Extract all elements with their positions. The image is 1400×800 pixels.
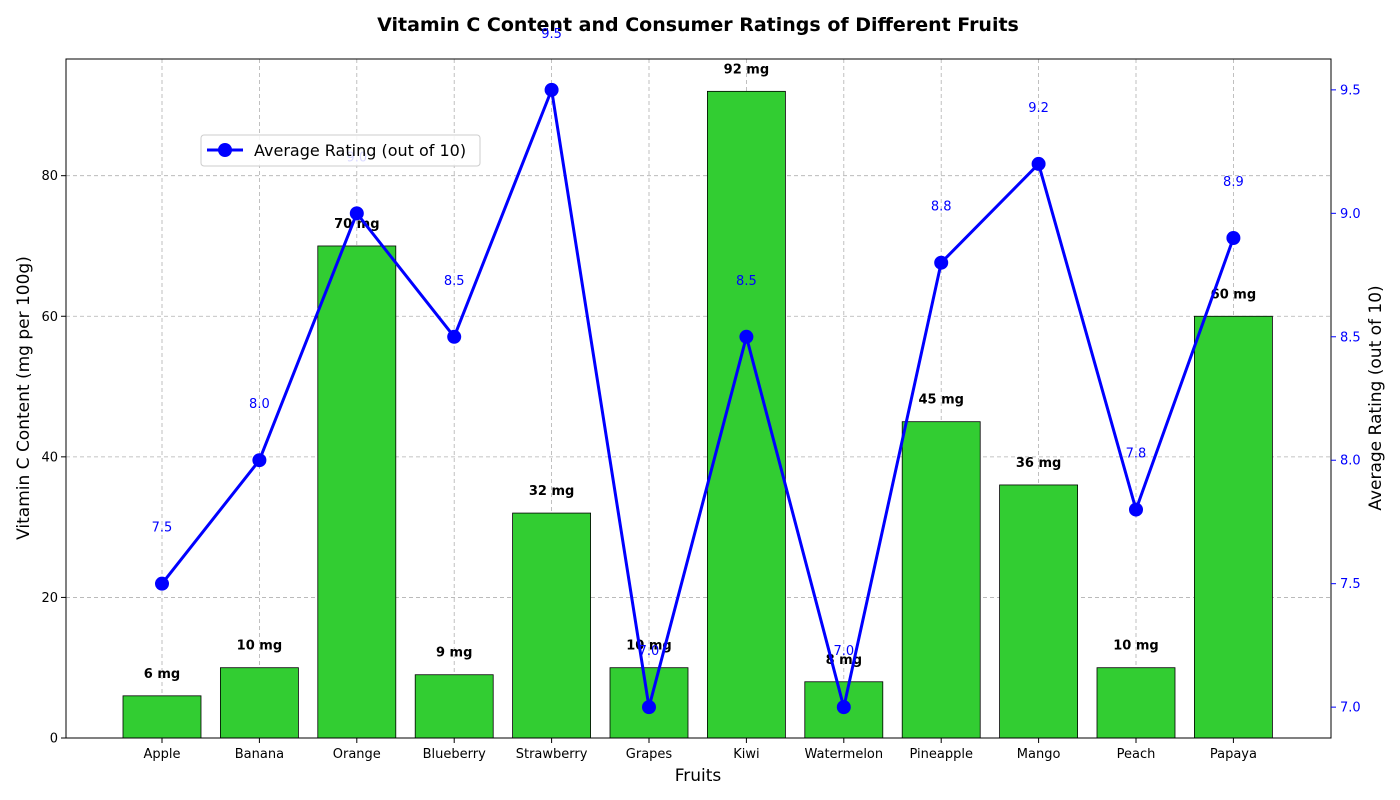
x-axis-label: Fruits — [675, 766, 722, 786]
x-tick-label: Peach — [1117, 747, 1156, 762]
bar-data-label: 10 mg — [237, 639, 282, 654]
bar — [414, 674, 494, 739]
bar-data-label: 9 mg — [436, 646, 472, 661]
y-tick-label: 20 — [41, 591, 58, 606]
x-tick-label: Pineapple — [909, 747, 972, 762]
rating-point — [544, 82, 559, 97]
x-tick-label: Grapes — [626, 747, 673, 762]
bar-data-label: 36 mg — [1016, 456, 1061, 471]
bar — [219, 667, 299, 739]
y2-tick-label: 9.0 — [1340, 207, 1361, 222]
x-tick-label: Apple — [143, 747, 180, 762]
rating-point — [1226, 231, 1241, 246]
x-axis-ticks: Apple Banana Orange Blueberry Strawberry Grap… — [143, 738, 1257, 762]
bar-data-label: 92 mg — [724, 62, 769, 77]
legend-entry-rating: Average Rating (out of 10) — [254, 141, 466, 160]
rating-point — [252, 453, 267, 468]
chart-title: Vitamin C Content and Consumer Ratings o… — [377, 14, 1019, 36]
legend: Average Rating (out of 10) — [200, 134, 481, 167]
rating-point — [1129, 502, 1143, 517]
y-axis-label: Vitamin C Content (mg per 100g) — [14, 256, 34, 540]
x-tick-label: Blueberry — [423, 747, 486, 762]
y2-tick-label: 9.5 — [1340, 83, 1361, 98]
bar — [1096, 667, 1176, 739]
rating-data-label: 8.9 — [1223, 175, 1244, 190]
rating-data-label: 8.8 — [931, 200, 952, 215]
rating-data-label: 8.5 — [444, 274, 465, 289]
bar — [512, 512, 591, 739]
x-tick-label: Banana — [235, 747, 284, 762]
rating-line-layer — [155, 82, 1241, 715]
rating-point — [1031, 156, 1046, 171]
x-tick-label: Papaya — [1210, 747, 1257, 762]
y-tick-label: 40 — [41, 450, 58, 465]
y2-tick-label: 8.5 — [1340, 330, 1361, 345]
bar — [1194, 315, 1273, 739]
rating-data-label: 8.0 — [249, 397, 270, 412]
y-tick-label: 0 — [50, 732, 58, 747]
y-tick-label: 60 — [41, 310, 58, 325]
bar-data-label: 6 mg — [144, 667, 180, 682]
y-axis-ticks: 0 20 40 60 80 — [41, 169, 66, 747]
bar-data-label: 60 mg — [1211, 287, 1256, 302]
x-tick-label: Mango — [1017, 747, 1061, 762]
y2-axis-ticks: 7.0 7.5 8.0 8.5 9.0 9.5 — [1331, 83, 1361, 716]
y2-tick-label: 7.0 — [1340, 701, 1361, 716]
y2-tick-label: 7.5 — [1340, 577, 1361, 592]
rating-line — [160, 88, 1235, 709]
y-tick-label: 80 — [41, 169, 58, 184]
y2-axis-label: Average Rating (out of 10) — [1366, 285, 1386, 510]
x-tick-label: Watermelon — [804, 747, 883, 762]
rating-data-label: 7.0 — [833, 644, 854, 659]
rating-data-label: 8.5 — [736, 274, 757, 289]
bar — [901, 421, 981, 739]
x-tick-label: Strawberry — [516, 747, 588, 762]
rating-point — [349, 206, 364, 221]
rating-point — [934, 255, 949, 270]
bar-data-label: 32 mg — [529, 484, 574, 499]
bars — [122, 90, 1273, 739]
bar — [999, 484, 1078, 739]
bar-data-label: 10 mg — [1113, 639, 1158, 654]
x-tick-label: Orange — [333, 747, 381, 762]
y2-tick-label: 8.0 — [1340, 454, 1361, 469]
rating-data-label: 9.5 — [541, 27, 562, 42]
rating-point — [155, 576, 169, 591]
legend-marker-swatch — [218, 143, 232, 157]
bar-data-label: 45 mg — [918, 393, 963, 408]
rating-point — [836, 700, 851, 715]
bar — [317, 245, 397, 739]
rating-data-label: 7.8 — [1126, 447, 1147, 462]
rating-data-label: 9.2 — [1028, 101, 1049, 116]
bar — [707, 90, 786, 739]
rating-point — [739, 329, 754, 344]
bar — [122, 695, 202, 739]
x-tick-label: Kiwi — [733, 747, 759, 762]
rating-data-label: 7.5 — [152, 521, 173, 536]
rating-data-label: 7.0 — [639, 644, 660, 659]
rating-labels: 7.58.09.08.59.57.08.57.08.89.27.88.9 — [152, 27, 1244, 659]
legend-box — [200, 134, 481, 167]
rating-point — [642, 700, 656, 715]
plot-frame — [65, 58, 1332, 739]
rating-point — [447, 329, 462, 344]
